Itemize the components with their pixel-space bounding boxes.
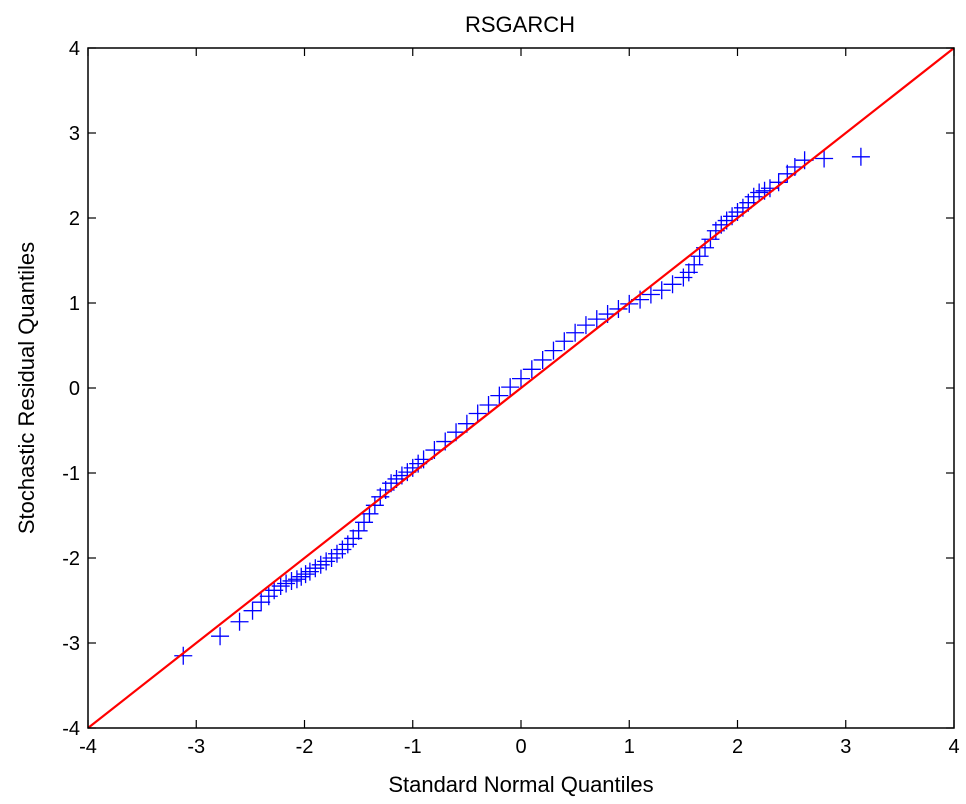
data-point xyxy=(468,404,487,423)
y-tick-label: -3 xyxy=(62,633,80,655)
data-point xyxy=(230,612,249,631)
data-point xyxy=(652,281,671,300)
data-point xyxy=(501,378,520,397)
x-axis-ticks: -4 -3 -2 -1 0 1 2 3 4 xyxy=(79,48,960,758)
y-tick-label: -1 xyxy=(62,463,80,485)
data-point xyxy=(544,341,563,360)
data-point xyxy=(211,627,230,646)
x-tick-label: -4 xyxy=(79,736,97,758)
data-point xyxy=(533,350,552,369)
y-axis-title: Stochastic Residual Quantiles xyxy=(14,242,39,534)
data-point xyxy=(287,570,306,589)
x-tick-label: 2 xyxy=(732,736,743,758)
data-point xyxy=(522,360,541,379)
y-tick-label: 4 xyxy=(69,38,80,60)
data-point xyxy=(566,323,585,342)
chart-title: RSGARCH xyxy=(465,12,575,37)
y-axis-ticks: -4 -3 -2 -1 0 1 2 3 4 xyxy=(62,38,954,740)
data-point xyxy=(576,316,595,335)
x-tick-label: 4 xyxy=(948,736,959,758)
data-point xyxy=(555,332,574,351)
x-tick-label: -2 xyxy=(296,736,314,758)
reference-line xyxy=(87,47,955,729)
y-tick-label: 3 xyxy=(69,123,80,145)
data-point xyxy=(512,369,530,388)
data-point xyxy=(663,275,682,294)
data-point xyxy=(609,299,628,318)
x-tick-label: 1 xyxy=(624,736,635,758)
y-tick-label: 0 xyxy=(69,378,80,400)
data-point xyxy=(243,601,262,620)
x-tick-label: -3 xyxy=(187,736,205,758)
x-tick-label: 0 xyxy=(515,736,526,758)
y-tick-label: 2 xyxy=(69,208,80,230)
x-tick-label: 3 xyxy=(840,736,851,758)
data-point xyxy=(851,147,870,166)
data-point xyxy=(641,285,660,304)
data-point xyxy=(490,386,509,405)
x-tick-label: -1 xyxy=(404,736,422,758)
y-tick-label: 1 xyxy=(69,293,80,315)
y-tick-label: -2 xyxy=(62,548,80,570)
x-axis-title: Standard Normal Quantiles xyxy=(388,772,653,797)
y-tick-label: -4 xyxy=(62,718,80,740)
data-point xyxy=(587,310,606,329)
data-point xyxy=(174,646,193,665)
data-point xyxy=(479,396,498,414)
data-point xyxy=(292,567,311,586)
data-point xyxy=(296,565,315,584)
data-point xyxy=(815,149,834,168)
